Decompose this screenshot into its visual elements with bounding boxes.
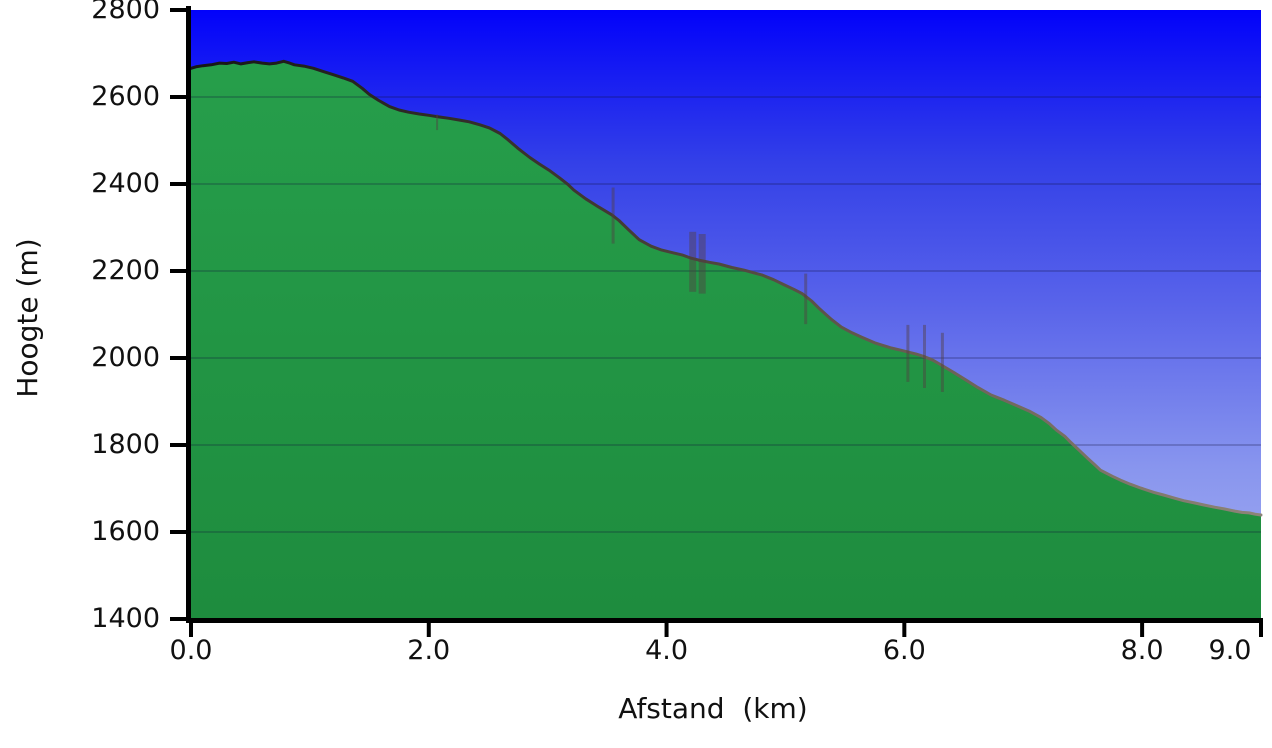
x-tick-mark [426, 623, 431, 637]
x-tick-label: 8.0 [1120, 635, 1164, 666]
y-tick-mark [170, 182, 187, 186]
waypoint-marker [611, 187, 615, 244]
y-tick-label: 2600 [91, 81, 160, 112]
y-tick-mark [170, 530, 187, 534]
y-tick-label: 2200 [91, 255, 160, 286]
x-tick-label: 4.0 [645, 635, 689, 666]
waypoint-marker [698, 234, 706, 294]
x-tick-label: 0.0 [169, 635, 213, 666]
x-axis-title: Afstand (km) [618, 692, 808, 725]
x-tick-mark [664, 623, 669, 637]
y-tick-label: 1400 [91, 603, 160, 634]
waypoint-marker [804, 273, 808, 325]
x-tick-label: 9.0 [1208, 635, 1252, 666]
elevation-profile-line [189, 59, 1263, 517]
y-tick-label: 1800 [91, 429, 160, 460]
y-axis-title: Hoogte (m) [11, 238, 44, 398]
x-tick-mark [1140, 623, 1145, 637]
y-tick-mark [170, 617, 187, 621]
elevation-area-fill [191, 61, 1261, 620]
y-axis-line [186, 6, 191, 623]
x-axis-line [186, 618, 1263, 623]
waypoint-marker [906, 324, 910, 382]
y-tick-mark [170, 356, 187, 360]
x-tick-label: 2.0 [407, 635, 451, 666]
y-tick-label: 2400 [91, 168, 160, 199]
x-tick-mark [902, 623, 907, 637]
waypoint-marker [689, 231, 697, 292]
x-tick-mark [1259, 623, 1263, 637]
y-tick-label: 2800 [91, 0, 160, 25]
y-tick-mark [170, 443, 187, 447]
waypoint-marker [940, 332, 944, 392]
waypoint-marker [923, 324, 926, 388]
y-tick-mark [170, 269, 187, 273]
y-tick-label: 2000 [91, 342, 160, 373]
waypoint-marker [436, 114, 439, 131]
x-tick-label: 6.0 [882, 635, 926, 666]
y-tick-mark [170, 8, 187, 12]
x-tick-mark [189, 623, 193, 637]
y-tick-label: 1600 [91, 516, 160, 547]
y-tick-mark [170, 95, 187, 99]
